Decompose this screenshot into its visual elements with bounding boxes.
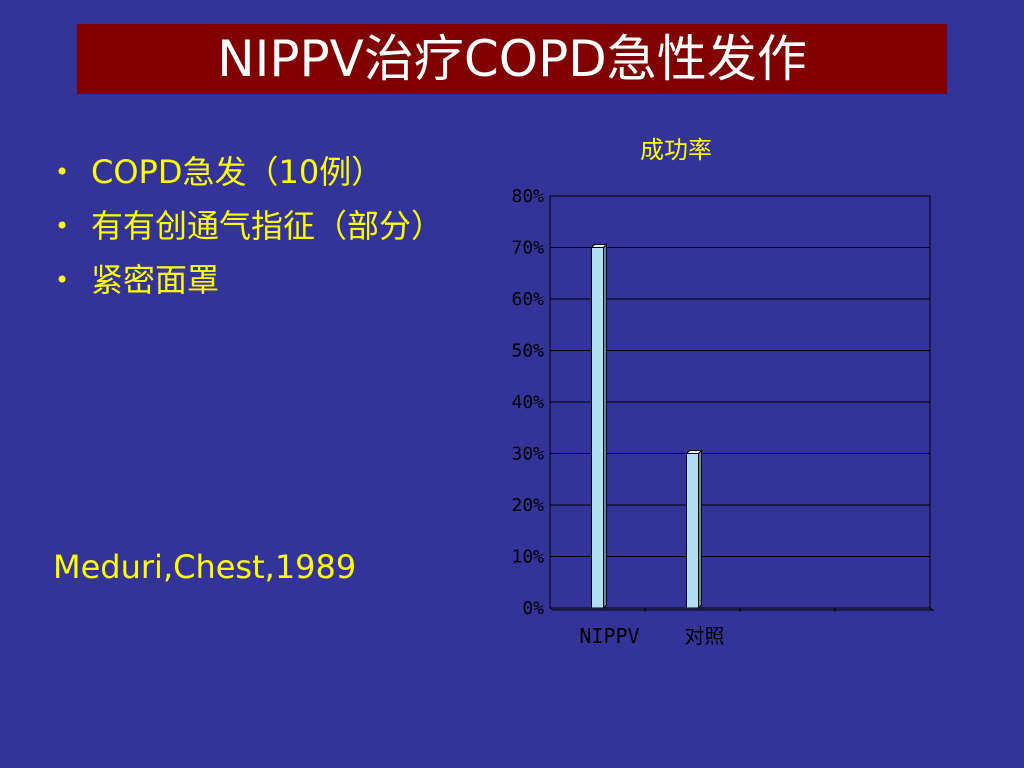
y-tick-label: 50% xyxy=(511,341,544,362)
bullet-item: • 有有创通气指征（部分） xyxy=(55,199,443,253)
bullet-icon: • xyxy=(55,266,70,294)
bar xyxy=(591,247,604,609)
bullet-item: • COPD急发（10例） xyxy=(55,145,443,199)
bullet-text: COPD急发（10例） xyxy=(91,153,384,191)
title-bar: NIPPV治疗COPD急性发作 xyxy=(77,24,947,94)
x-tick-label: 对照 xyxy=(685,624,725,648)
y-tick-label: 60% xyxy=(511,289,544,310)
bar xyxy=(686,453,699,609)
citation: Meduri,Chest,1989 xyxy=(53,548,357,586)
x-tick-label: NIPPV xyxy=(579,624,639,648)
y-tick-label: 30% xyxy=(511,444,544,465)
bullet-text: 紧密面罩 xyxy=(91,261,220,299)
bullet-text: 有有创通气指征（部分） xyxy=(91,207,444,245)
bullet-list: • COPD急发（10例） • 有有创通气指征（部分） • 紧密面罩 xyxy=(55,145,443,307)
bullet-item: • 紧密面罩 xyxy=(55,253,443,307)
y-tick-label: 20% xyxy=(511,495,544,516)
chart-floor xyxy=(549,607,935,611)
bullet-icon: • xyxy=(55,212,70,240)
slide-title: NIPPV治疗COPD急性发作 xyxy=(217,30,807,88)
y-tick-label: 10% xyxy=(511,547,544,568)
y-tick-label: 70% xyxy=(511,238,544,259)
bullet-icon: • xyxy=(55,158,70,186)
y-tick-label: 0% xyxy=(522,598,544,619)
y-tick-label: 80% xyxy=(511,186,544,207)
chart-title: 成功率 xyxy=(640,136,712,164)
y-tick-label: 40% xyxy=(511,392,544,413)
